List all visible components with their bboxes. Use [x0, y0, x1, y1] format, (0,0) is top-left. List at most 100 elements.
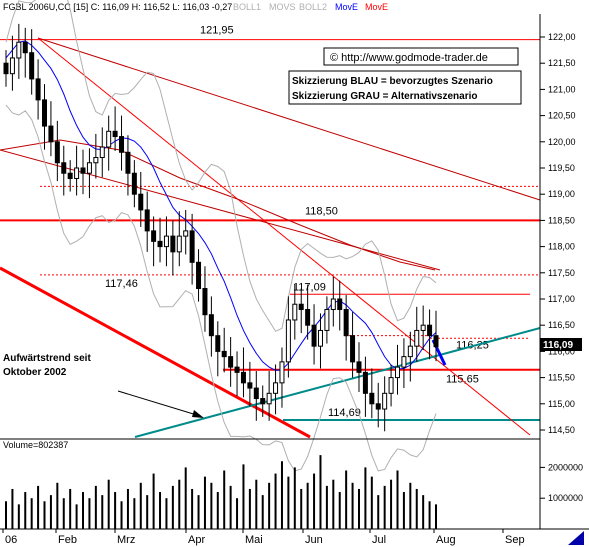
bollinger-bands [5, 0, 437, 472]
volume-tick-1: 1000000 [548, 493, 583, 503]
candle-63 [407, 331, 413, 382]
candle-57 [369, 368, 375, 419]
y-tick-1: 121,50 [548, 58, 576, 68]
trend-line-2 [0, 149, 441, 271]
candle-30 [196, 249, 202, 302]
candle-60 [388, 364, 394, 407]
level-label-6: 114,69 [328, 407, 361, 419]
y-tick-8: 118,00 [548, 242, 575, 252]
candle-12 [80, 149, 86, 195]
x-label-7: Aug [436, 534, 456, 546]
candle-6 [42, 84, 48, 150]
indicator-4: MovE [365, 2, 388, 12]
candle-23 [151, 216, 157, 267]
candle-45 [292, 284, 298, 340]
candle-34 [221, 327, 227, 373]
bollinger-upper [5, 0, 437, 332]
x-label-1: Feb [58, 534, 77, 546]
time-axis: 06 Feb Mrz Apr Mai Jun Jul Aug Sep [2, 529, 525, 546]
candle-33 [215, 321, 221, 377]
candle-54 [350, 312, 356, 378]
candle-50 [324, 296, 330, 344]
legend-blue: Skizzierung BLAU = bevorzugtes Szenario [292, 76, 493, 87]
candle-39 [253, 371, 259, 421]
x-label-5: Jun [305, 534, 323, 546]
candle-58 [375, 382, 381, 428]
bollinger-lower [5, 104, 437, 472]
copyright-text: © http://www.godmode-trader.de [330, 52, 488, 64]
y-tick-6: 119,00 [548, 189, 575, 199]
indicator-3: MovE [335, 2, 358, 12]
candle-20 [131, 160, 137, 208]
candle-13 [86, 148, 92, 199]
candle-14 [93, 133, 99, 179]
y-tick-7: 118,50 [548, 215, 575, 225]
candle-53 [343, 295, 349, 361]
volume-tick-0: 2000000 [548, 462, 583, 472]
moving-average-blue [5, 40, 437, 371]
trend-lines [0, 37, 541, 439]
candle-24 [157, 217, 163, 263]
candle-35 [228, 336, 234, 387]
candle-25 [163, 216, 169, 267]
trend-line-3 [0, 266, 311, 439]
candle-10 [67, 160, 73, 192]
level-label-0: 121,95 [200, 25, 234, 37]
y-tick-12: 116,00 [548, 346, 575, 356]
indicator-2: BOLL2 [299, 2, 327, 12]
y-tick-3: 120,50 [548, 111, 576, 121]
x-label-4: Mai [245, 534, 263, 546]
indicator-1: MOVS [269, 2, 296, 12]
trend-line-0 [37, 37, 541, 201]
candle-56 [362, 356, 368, 417]
candle-44 [285, 296, 291, 378]
x-label-3: Apr [188, 534, 205, 546]
candle-21 [138, 171, 144, 227]
indicator-0: BOLL1 [233, 2, 261, 12]
candle-28 [183, 209, 189, 255]
price-axis: 122,00 121,50 121,00 120,50 120,00 119,50 119,… [540, 32, 576, 435]
last-price-value: 116,09 [543, 340, 573, 351]
legend-box [288, 70, 522, 105]
candle-43 [279, 347, 285, 408]
y-tick-10: 117,00 [548, 294, 575, 304]
candle-16 [106, 115, 112, 171]
annotation-arrow [117, 390, 201, 417]
volume-bars [5, 455, 437, 529]
trend-line-4 [134, 327, 541, 438]
candle-47 [305, 284, 311, 340]
level-label-3: 117,09 [293, 281, 326, 293]
candle-8 [54, 120, 60, 182]
candle-3 [22, 27, 28, 78]
legend-grey: Skizzierung GRAU = Alternativszenario [292, 91, 478, 102]
x-label-2: Mrz [117, 534, 135, 546]
candle-1 [9, 35, 15, 91]
scroll-corner-icon[interactable] [568, 531, 584, 545]
candle-27 [176, 211, 182, 267]
price-candles [3, 23, 439, 432]
candle-9 [61, 145, 67, 196]
candle-2 [16, 23, 22, 79]
y-tick-11: 116,50 [548, 320, 575, 330]
candle-40 [260, 385, 266, 417]
candle-48 [311, 304, 317, 365]
y-tick-9: 117,50 [548, 268, 575, 278]
candle-42 [273, 364, 279, 415]
candle-46 [298, 288, 304, 334]
candle-15 [99, 127, 105, 178]
y-tick-14: 115,00 [548, 399, 575, 409]
level-label-2: 117,46 [105, 278, 138, 290]
candle-61 [394, 344, 400, 395]
candle-17 [112, 106, 118, 151]
level-label-5: 115,65 [446, 374, 479, 386]
y-tick-2: 121,00 [548, 84, 576, 94]
candle-4 [29, 29, 35, 95]
candle-29 [189, 213, 195, 285]
horizontal-levels: 121,95118,50117,46117,09116,25115,65114,… [0, 25, 540, 422]
candle-7 [48, 101, 54, 157]
candle-52 [337, 280, 343, 331]
moving-average-red [0, 139, 436, 271]
level-label-1: 118,50 [305, 205, 338, 217]
candle-26 [170, 220, 176, 276]
